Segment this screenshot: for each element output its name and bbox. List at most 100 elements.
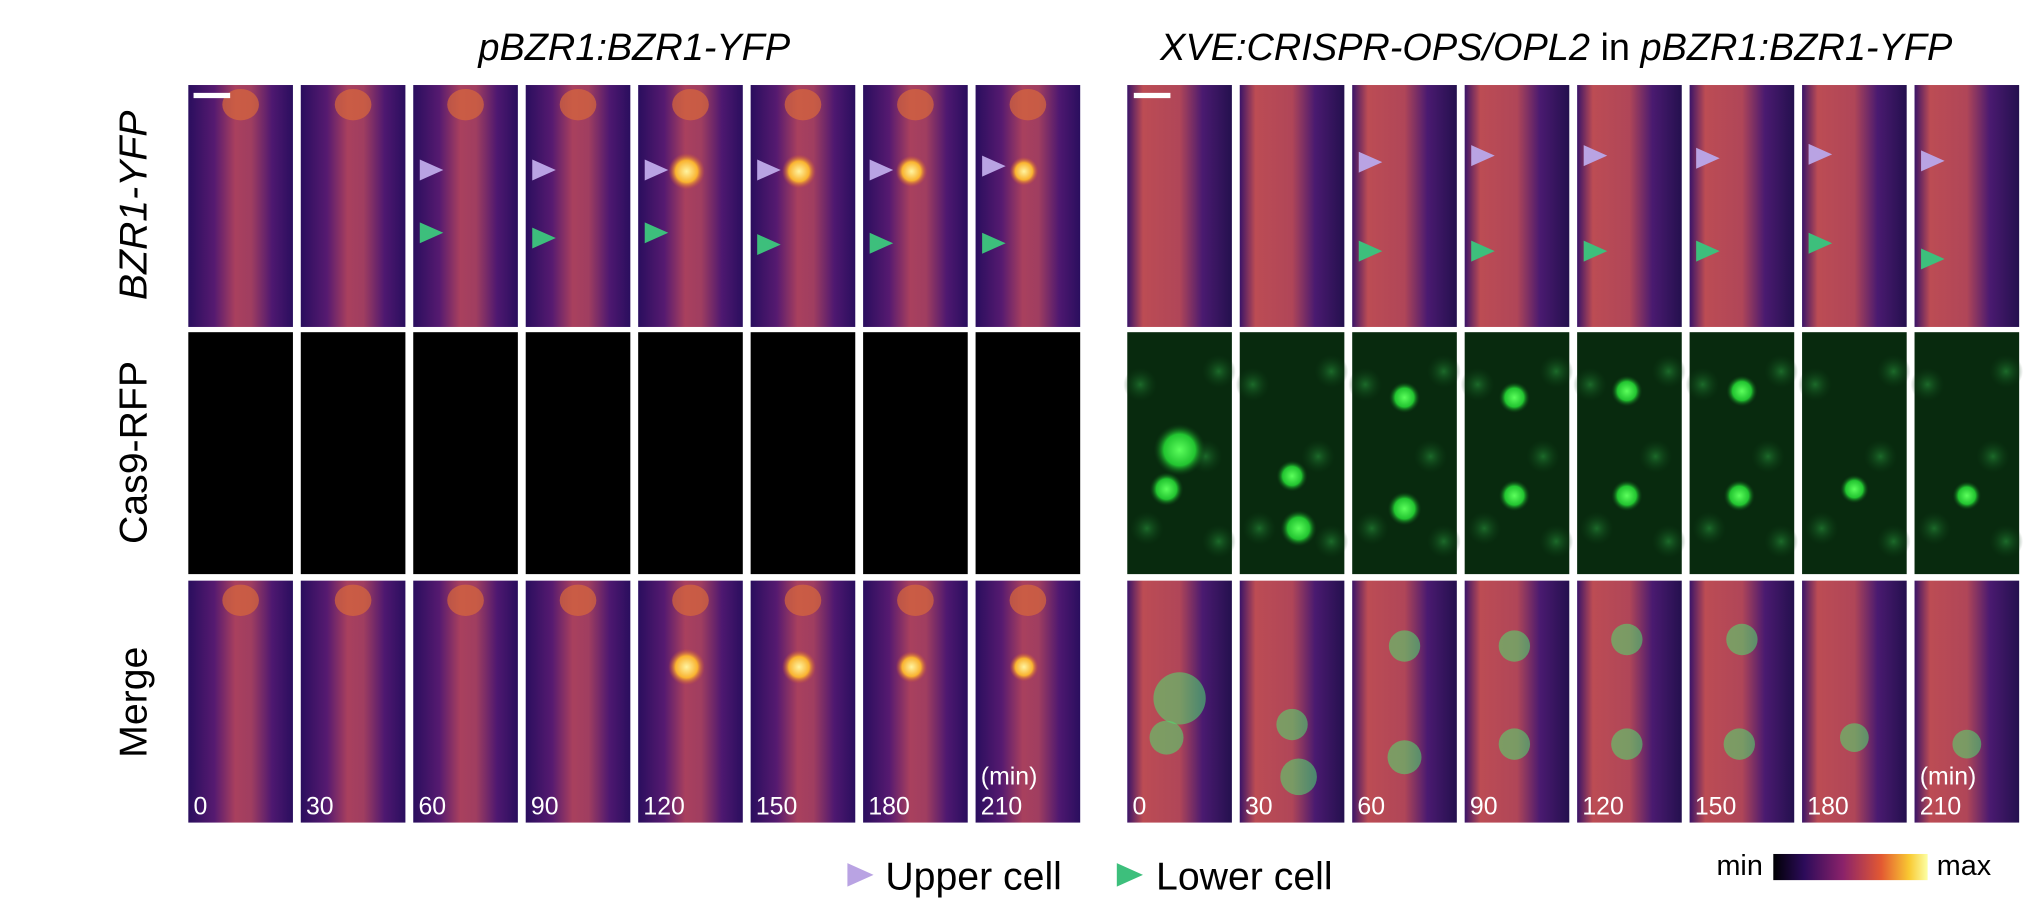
colorbar — [1773, 854, 1927, 880]
faint-nucleus — [1751, 439, 1785, 473]
merge-spot — [1153, 672, 1205, 724]
yfp-image — [1240, 85, 1345, 327]
faint-nucleus — [1301, 439, 1335, 473]
yfp-image — [526, 581, 631, 823]
rfp-image — [413, 332, 518, 574]
faint-nucleus — [1202, 524, 1236, 558]
faint-nucleus — [1864, 439, 1898, 473]
rfp-image — [751, 332, 856, 574]
faint-nucleus — [1467, 511, 1501, 545]
legend-lower: Lower cell — [1156, 854, 1333, 898]
cas9-spot — [1276, 460, 1307, 491]
merge-spot — [1726, 624, 1757, 655]
time-label: 150 — [756, 794, 797, 821]
time-label: 60 — [418, 794, 446, 821]
yfp-image — [863, 581, 968, 823]
time-label: 150 — [1695, 794, 1736, 821]
right-title: XVE:CRISPR-OPS/OPL2 in pBZR1:BZR1-YFP — [1159, 27, 1953, 69]
cell-signal — [335, 89, 372, 120]
yfp-image — [1690, 581, 1795, 823]
faint-nucleus — [1652, 524, 1686, 558]
time-label: 210 — [1920, 794, 1961, 821]
yfp-image — [1802, 85, 1907, 327]
time-label: 210 — [981, 794, 1022, 821]
cell-signal — [672, 89, 709, 120]
faint-nucleus — [1911, 367, 1945, 401]
time-label: 180 — [868, 794, 909, 821]
faint-nucleus — [1764, 524, 1798, 558]
nucleus — [782, 650, 816, 684]
faint-nucleus — [1539, 524, 1573, 558]
yfp-image — [976, 85, 1081, 327]
upper-arrow-key — [847, 863, 873, 887]
faint-nucleus — [1314, 354, 1348, 388]
yfp-image — [1352, 581, 1457, 823]
yfp-image — [1465, 85, 1570, 327]
cas9-spot — [1724, 480, 1755, 511]
faint-nucleus — [1314, 524, 1348, 558]
time-label: 120 — [1582, 794, 1623, 821]
colorbar-max: max — [1937, 850, 1992, 882]
faint-nucleus — [1652, 354, 1686, 388]
row-label: Merge — [111, 647, 155, 758]
rfp-image — [188, 332, 293, 574]
left-title: pBZR1:BZR1-YFP — [477, 27, 790, 69]
yfp-image — [1352, 85, 1457, 327]
yfp-image — [1802, 581, 1907, 823]
merge-spot — [1724, 728, 1755, 759]
faint-nucleus — [1580, 511, 1614, 545]
legend-upper: Upper cell — [885, 854, 1062, 898]
cas9-spot — [1499, 480, 1530, 511]
faint-nucleus — [1764, 354, 1798, 388]
faint-nucleus — [1805, 511, 1839, 545]
faint-nucleus — [1130, 511, 1164, 545]
faint-nucleus — [1877, 354, 1911, 388]
faint-nucleus — [1427, 524, 1461, 558]
cell-signal — [1010, 89, 1047, 120]
cas9-spot — [1726, 375, 1757, 406]
time-label: 0 — [1133, 794, 1147, 821]
faint-nucleus — [1236, 367, 1270, 401]
yfp-image — [1465, 581, 1570, 823]
panels: 03060901201501802100306090120150180210(m… — [188, 85, 2023, 823]
row-label: BZR1-YFP — [111, 111, 155, 301]
cas9-spot — [1388, 492, 1422, 526]
cas9-spot — [1611, 480, 1642, 511]
cas9-spot — [1952, 481, 1981, 510]
faint-nucleus — [1917, 511, 1951, 545]
cas9-spot — [1499, 382, 1530, 413]
rfp-image — [301, 332, 406, 574]
faint-nucleus — [1798, 367, 1832, 401]
rfp-image — [863, 332, 968, 574]
time-unit: (min) — [1920, 764, 1977, 791]
nucleus — [1010, 653, 1039, 682]
merge-spot — [1389, 630, 1420, 661]
yfp-image — [188, 581, 293, 823]
cell-signal — [222, 585, 259, 616]
faint-nucleus — [1123, 367, 1157, 401]
nucleus — [896, 651, 927, 682]
faint-nucleus — [1639, 439, 1673, 473]
yfp-image — [863, 85, 968, 327]
time-label: 30 — [1245, 794, 1273, 821]
merge-spot — [1276, 709, 1307, 740]
cas9-spot — [1611, 375, 1642, 406]
merge-spot — [1611, 728, 1642, 759]
cas9-spot — [1280, 510, 1317, 547]
nucleus — [896, 156, 927, 187]
colorbar-min: min — [1716, 850, 1762, 882]
faint-nucleus — [1539, 354, 1573, 388]
yfp-image — [638, 581, 743, 823]
yfp-image — [301, 581, 406, 823]
merge-spot — [1840, 723, 1869, 752]
time-label: 120 — [643, 794, 684, 821]
cell-signal — [897, 89, 934, 120]
faint-nucleus — [1877, 524, 1911, 558]
time-label: 90 — [531, 794, 559, 821]
faint-nucleus — [1355, 511, 1389, 545]
cell-signal — [447, 89, 484, 120]
lower-arrow-key — [1117, 863, 1143, 887]
cell-signal — [447, 585, 484, 616]
yfp-image — [751, 581, 856, 823]
rfp-image — [526, 332, 631, 574]
